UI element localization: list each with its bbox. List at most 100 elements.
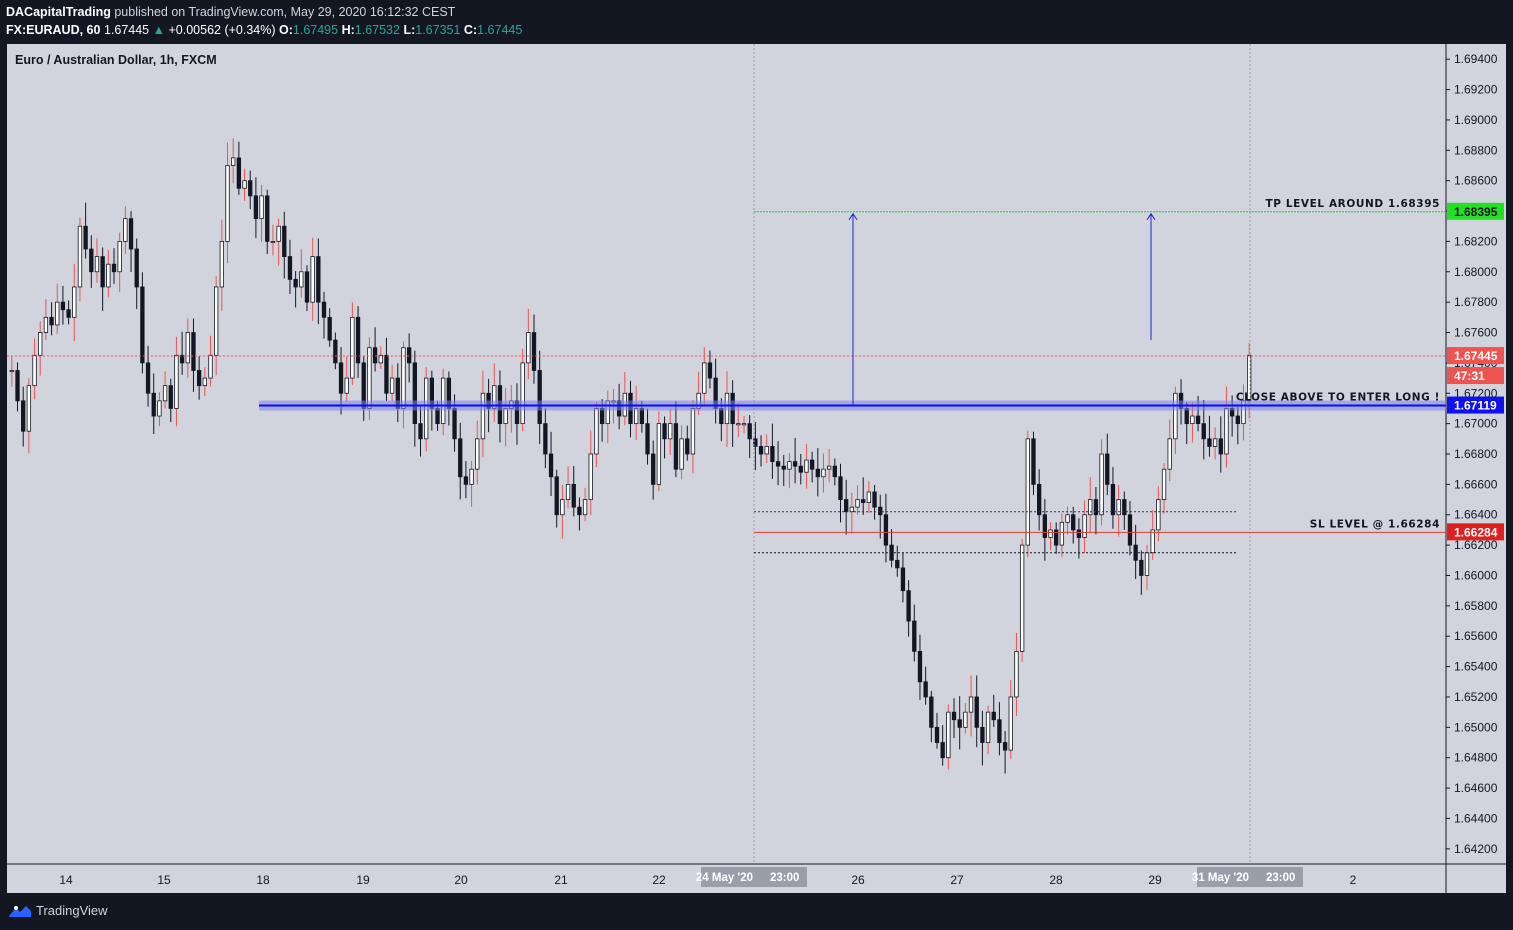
y-tick-label: 1.65200 (1454, 690, 1498, 704)
candle-body (946, 711, 951, 759)
candle-body (94, 256, 100, 273)
candle-body (1190, 415, 1195, 425)
candle-body (111, 263, 117, 273)
y-tick-label: 1.67800 (1454, 295, 1498, 309)
sl-level-label: SL LEVEL @ 1.66284 (1310, 518, 1440, 530)
candle-body (282, 225, 287, 257)
candle-body (1082, 514, 1087, 538)
x-tick-label: 28 (1049, 873, 1063, 887)
candle-body (588, 453, 593, 500)
candle-body (100, 256, 105, 288)
candle-body (242, 180, 247, 189)
candle-body (707, 362, 713, 379)
candle-body (72, 286, 77, 318)
candle-body (997, 719, 1002, 743)
candle-body (265, 195, 270, 242)
chart-pane[interactable]: 141518192021222326272829Jun224 May '2023… (7, 44, 1506, 893)
candle-body (940, 742, 945, 759)
candle-body (1110, 483, 1116, 516)
candle-body (219, 241, 225, 288)
candle-body (1059, 521, 1065, 546)
candle-body (690, 408, 696, 455)
candle-body (594, 408, 599, 455)
candle-body (1076, 529, 1082, 538)
candle-body (747, 423, 752, 440)
candle-body (906, 590, 911, 622)
candle-body (900, 567, 906, 592)
candle-body (253, 195, 259, 220)
y-tick-label: 1.67000 (1454, 417, 1498, 431)
candle-body (32, 354, 37, 387)
candle-body (117, 241, 122, 273)
candle-body (520, 362, 525, 425)
candle-body (214, 286, 219, 356)
x-range-label-bg (1197, 867, 1303, 887)
candle-body (134, 248, 139, 288)
candle-body (1093, 499, 1099, 516)
candle-body (963, 711, 968, 728)
candle-body (531, 332, 537, 371)
candle-body (1036, 483, 1042, 516)
candle-body (1235, 415, 1240, 425)
candle-body (270, 241, 276, 244)
candle-body (1224, 408, 1229, 455)
x-tick-label: 26 (851, 873, 865, 887)
candle-body (1071, 514, 1076, 531)
candle-body (236, 157, 242, 189)
candle-body (866, 491, 872, 503)
candle-body (565, 483, 571, 500)
last-price-badge-text: 1.67445 (1454, 349, 1498, 363)
candle-body (293, 278, 298, 288)
y-tick-label: 1.64800 (1454, 751, 1498, 765)
low-label: L: (403, 23, 416, 37)
candle-body (179, 354, 185, 364)
candle-body (202, 377, 207, 387)
candle-body (1207, 438, 1212, 447)
candle-body (248, 180, 253, 197)
countdown-badge-bg (1447, 367, 1504, 385)
candle-body (321, 301, 327, 318)
candle-body (412, 362, 417, 425)
candle-body (787, 461, 792, 470)
last-price-badge: 1.67445 (1447, 347, 1504, 365)
brand-label: TradingView (36, 903, 108, 918)
candle-body (883, 514, 889, 546)
candle-body (679, 438, 684, 470)
candle-body (826, 465, 832, 470)
candle-body (792, 461, 798, 467)
candle-body (231, 157, 236, 166)
candle-body (55, 301, 60, 326)
candle-body (1042, 514, 1047, 538)
ohlc-legend: FX:EURAUD, 60 1.67445 ▲ +0.00562 (+0.34%… (6, 23, 522, 37)
candle-body (1099, 453, 1104, 516)
candle-body (582, 499, 588, 516)
x-range-date: 31 May '20 (1192, 872, 1249, 884)
candle-body (895, 559, 900, 569)
candle-body (753, 438, 758, 447)
candle-body (259, 195, 264, 220)
candle-body (21, 400, 26, 432)
candle-body (809, 459, 815, 470)
candle-body (912, 620, 917, 652)
candle-body (1088, 499, 1093, 516)
candle-body (372, 347, 378, 364)
y-tick-label: 1.69000 (1454, 113, 1498, 127)
price-chart[interactable]: 141518192021222326272829Jun224 May '2023… (7, 44, 1506, 893)
candle-body (1173, 392, 1178, 440)
y-tick-label: 1.65600 (1454, 629, 1498, 643)
candle-body (844, 499, 849, 513)
candle-body (1019, 544, 1025, 652)
high-value: 1.67532 (354, 23, 400, 37)
candle-body (287, 256, 293, 280)
author-name[interactable]: DACapitalTrading (6, 5, 111, 19)
candle-body (855, 499, 860, 508)
tradingview-brand[interactable]: TradingView (8, 903, 108, 918)
candle-body (968, 696, 974, 713)
x-tick-label: 19 (356, 873, 370, 887)
x-tick-label: 2 (1350, 873, 1357, 887)
publish-info: DACapitalTrading published on TradingVie… (6, 5, 455, 19)
candle-body (38, 332, 43, 356)
candle-body (304, 271, 310, 303)
candle-body (157, 400, 162, 417)
close-label: C: (463, 23, 478, 37)
